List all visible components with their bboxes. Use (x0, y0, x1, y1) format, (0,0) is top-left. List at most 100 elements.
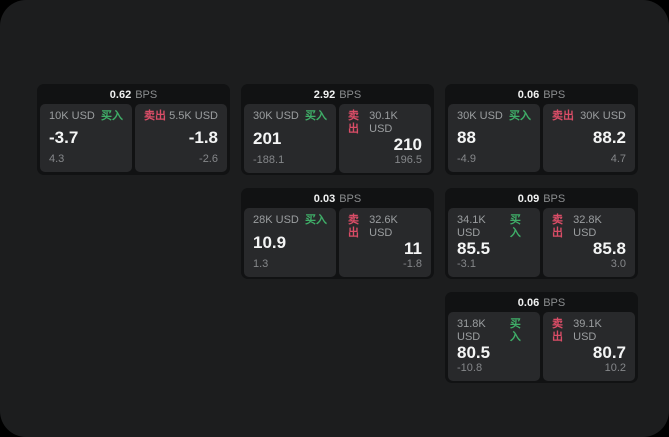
bps-header: 0.06 BPS (448, 87, 635, 104)
sell-panel[interactable]: 卖出 5.5K USD -1.8 -2.6 (135, 104, 227, 172)
sell-panel[interactable]: 卖出 32.8K USD 85.8 3.0 (543, 208, 635, 277)
bps-unit-label: BPS (543, 89, 566, 101)
sell-delta: 10.2 (604, 362, 626, 374)
sell-panel-top: 卖出 39.1K USD (552, 318, 626, 344)
sell-badge[interactable]: 卖出 (552, 110, 574, 122)
quote-panels: 28K USD 买入 10.9 1.3 卖出 32.6K USD 11 -1.8 (244, 208, 431, 277)
sell-size-label: 30.1K USD (369, 110, 398, 135)
sell-delta: 4.7 (610, 153, 626, 165)
buy-panel-top: 30K USD 买入 (457, 110, 531, 123)
bps-header: 0.03 BPS (244, 191, 431, 208)
sell-panel-top: 卖出 30K USD (552, 110, 626, 123)
buy-badge[interactable]: 买入 (305, 110, 327, 122)
sell-panel-top: 卖出 32.6K USD (348, 214, 422, 240)
buy-panel-top: 34.1K USD 买入 (457, 214, 531, 240)
quote-card: 0.06 BPS 31.8K USD 买入 80.5 -10.8 卖出 39.1… (445, 292, 638, 383)
bps-header: 0.62 BPS (40, 87, 227, 104)
quote-panels: 10K USD 买入 -3.7 4.3 卖出 5.5K USD -1.8 -2.… (40, 104, 227, 172)
buy-panel[interactable]: 10K USD 买入 -3.7 4.3 (40, 104, 132, 172)
bps-value: 0.09 (517, 193, 540, 205)
buy-size-label: 31.8K USD (457, 318, 486, 343)
sell-price: 11 (404, 239, 422, 258)
bps-header: 2.92 BPS (244, 87, 431, 104)
buy-price: 88 (457, 128, 476, 147)
sell-panel-top: 卖出 5.5K USD (144, 110, 218, 123)
buy-panel-top: 28K USD 买入 (253, 214, 327, 227)
buy-delta: 4.3 (49, 153, 65, 165)
buy-badge[interactable]: 买入 (305, 214, 327, 226)
sell-panel-top: 卖出 30.1K USD (348, 110, 422, 136)
buy-size-label: 28K USD (253, 214, 299, 226)
sell-panel[interactable]: 卖出 30K USD 88.2 4.7 (543, 104, 635, 172)
quote-panels: 30K USD 买入 88 -4.9 卖出 30K USD 88.2 4.7 (448, 104, 635, 172)
bps-value: 0.06 (517, 297, 540, 309)
sell-size-label: 5.5K USD (169, 110, 218, 122)
buy-price: 201 (253, 128, 282, 148)
buy-panel[interactable]: 31.8K USD 买入 80.5 -10.8 (448, 312, 540, 381)
buy-price: -3.7 (49, 128, 79, 147)
buy-delta: -10.8 (457, 362, 483, 374)
sell-size-label: 39.1K USD (573, 318, 602, 343)
bps-header: 0.09 BPS (448, 191, 635, 208)
quote-panels: 30K USD 买入 201 -188.1 卖出 30.1K USD 210 1… (244, 104, 431, 173)
buy-panel-top: 30K USD 买入 (253, 110, 327, 123)
bps-value: 0.03 (313, 193, 336, 205)
sell-delta: 3.0 (610, 258, 626, 270)
quote-card-grid: 0.62 BPS 10K USD 买入 -3.7 4.3 卖出 5.5K USD… (37, 84, 638, 383)
buy-size-label: 34.1K USD (457, 214, 486, 239)
quote-panels: 34.1K USD 买入 85.5 -3.1 卖出 32.8K USD 85.8… (448, 208, 635, 277)
buy-panel[interactable]: 34.1K USD 买入 85.5 -3.1 (448, 208, 540, 277)
bps-unit-label: BPS (339, 89, 362, 101)
buy-badge[interactable]: 买入 (509, 110, 531, 122)
buy-size-label: 30K USD (457, 110, 503, 122)
sell-panel-top: 卖出 32.8K USD (552, 214, 626, 240)
sell-badge[interactable]: 卖出 (144, 110, 166, 122)
sell-panel[interactable]: 卖出 30.1K USD 210 196.5 (339, 104, 431, 173)
buy-price: 80.5 (457, 343, 491, 362)
quote-card: 0.06 BPS 30K USD 买入 88 -4.9 卖出 30K USD 8… (445, 84, 638, 175)
sell-badge[interactable]: 卖出 (348, 214, 359, 239)
buy-badge[interactable]: 买入 (509, 214, 521, 239)
bps-value: 0.62 (109, 89, 132, 101)
sell-badge[interactable]: 卖出 (552, 318, 563, 343)
sell-price: 88.2 (592, 128, 626, 147)
buy-price: 85.5 (457, 239, 491, 258)
bps-unit-label: BPS (135, 89, 158, 101)
buy-delta: -3.1 (457, 258, 476, 270)
buy-panel-top: 10K USD 买入 (49, 110, 123, 123)
bps-value: 2.92 (313, 89, 336, 101)
buy-delta: 1.3 (253, 258, 269, 270)
sell-size-label: 30K USD (580, 110, 626, 122)
sell-size-label: 32.8K USD (573, 214, 602, 239)
sell-price: 80.7 (592, 343, 626, 362)
bps-unit-label: BPS (543, 297, 566, 309)
buy-price: 10.9 (253, 232, 287, 252)
buy-panel[interactable]: 30K USD 买入 201 -188.1 (244, 104, 336, 173)
bps-unit-label: BPS (543, 193, 566, 205)
buy-panel[interactable]: 30K USD 买入 88 -4.9 (448, 104, 540, 172)
bps-header: 0.06 BPS (448, 295, 635, 312)
buy-panel[interactable]: 28K USD 买入 10.9 1.3 (244, 208, 336, 277)
sell-price: -1.8 (188, 128, 218, 147)
sell-price: 210 (393, 135, 422, 154)
sell-delta: 196.5 (394, 154, 422, 166)
buy-badge[interactable]: 买入 (101, 110, 123, 122)
buy-panel-top: 31.8K USD 买入 (457, 318, 531, 344)
bps-unit-label: BPS (339, 193, 362, 205)
quote-card: 0.62 BPS 10K USD 买入 -3.7 4.3 卖出 5.5K USD… (37, 84, 230, 175)
sell-size-label: 32.6K USD (369, 214, 398, 239)
quote-card: 0.03 BPS 28K USD 买入 10.9 1.3 卖出 32.6K US… (241, 188, 434, 279)
quote-card: 0.09 BPS 34.1K USD 买入 85.5 -3.1 卖出 32.8K… (445, 188, 638, 279)
quote-card: 2.92 BPS 30K USD 买入 201 -188.1 卖出 30.1K … (241, 84, 434, 175)
sell-panel[interactable]: 卖出 39.1K USD 80.7 10.2 (543, 312, 635, 381)
buy-delta: -4.9 (457, 153, 476, 165)
sell-delta: -1.8 (403, 258, 422, 270)
quote-panels: 31.8K USD 买入 80.5 -10.8 卖出 39.1K USD 80.… (448, 312, 635, 381)
sell-panel[interactable]: 卖出 32.6K USD 11 -1.8 (339, 208, 431, 277)
buy-delta: -188.1 (253, 154, 285, 166)
sell-badge[interactable]: 卖出 (552, 214, 563, 239)
sell-badge[interactable]: 卖出 (348, 110, 359, 135)
buy-badge[interactable]: 买入 (509, 318, 521, 343)
sell-price: 85.8 (592, 239, 626, 258)
